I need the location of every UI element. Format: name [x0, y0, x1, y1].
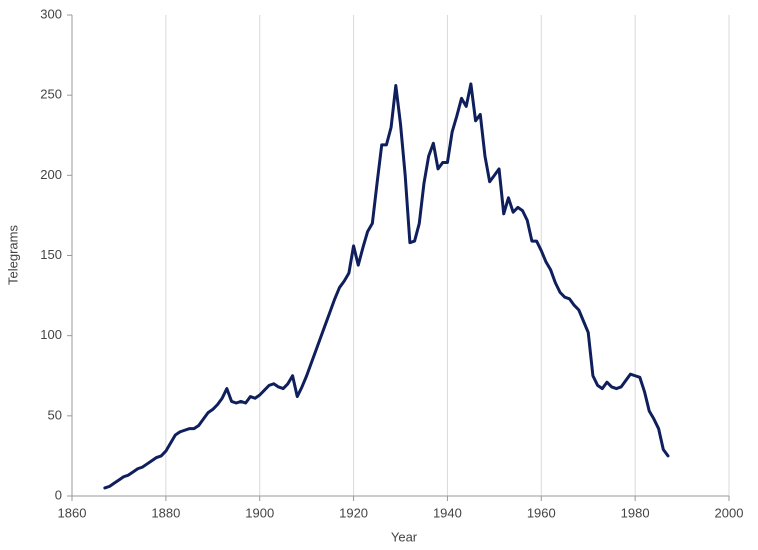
y-tick-label: 300: [40, 6, 62, 21]
x-tick-label: 1880: [151, 505, 180, 520]
x-tick-label: 1980: [621, 505, 650, 520]
x-tick-label: 1960: [527, 505, 556, 520]
x-tick-label: 1900: [245, 505, 274, 520]
y-tick-label: 100: [40, 327, 62, 342]
x-tick-label: 2000: [715, 505, 744, 520]
data-line: [103, 82, 670, 490]
y-axis-label: Telegrams: [5, 225, 20, 285]
x-axis-label: Year: [391, 529, 418, 544]
x-tick-label: 1940: [433, 505, 462, 520]
x-tick-label: 1920: [339, 505, 368, 520]
y-tick-label: 150: [40, 247, 62, 262]
y-tick-label: 50: [48, 407, 62, 422]
y-tick-label: 200: [40, 167, 62, 182]
x-tick-label: 1860: [58, 505, 87, 520]
y-tick-label: 0: [55, 487, 62, 502]
y-tick-label: 250: [40, 87, 62, 102]
